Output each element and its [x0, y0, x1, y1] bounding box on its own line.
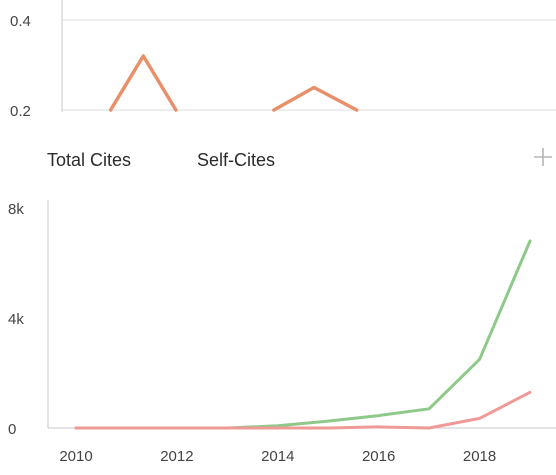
plus-icon[interactable] — [532, 146, 554, 168]
x-tick-labels: 2010 2012 2014 2016 2018 — [59, 448, 496, 465]
y-tick-label: 0.2 — [10, 103, 31, 120]
y-tick-label: 0.4 — [10, 13, 31, 30]
series-lines — [108, 54, 359, 112]
x-tick-label: 2016 — [362, 448, 395, 465]
x-tick-label: 2014 — [261, 448, 294, 465]
series-lines — [74, 239, 532, 430]
sjr-line-chart: 0.4 0.2 — [0, 0, 556, 124]
self-cites-line — [74, 390, 532, 430]
y-tick-labels: 8k 4k 0 — [8, 201, 24, 438]
y-tick-labels: 0.4 0.2 — [10, 13, 31, 120]
legend-total-cites[interactable]: Total Cites — [47, 150, 132, 170]
y-tick-label: 0 — [8, 421, 16, 438]
legend-self-cites[interactable]: Self-Cites — [197, 150, 276, 170]
x-tick-label: 2012 — [160, 448, 193, 465]
y-tick-label: 8k — [8, 201, 24, 218]
sjr-series-line — [272, 85, 359, 112]
clip-mask — [0, 112, 556, 124]
gridlines — [62, 19, 556, 111]
x-tick-label: 2018 — [463, 448, 496, 465]
citations-line-chart: 8k 4k 0 2010 2012 2014 2016 2018 — [8, 200, 556, 465]
y-tick-label: 4k — [8, 311, 24, 328]
total-cites-line — [74, 239, 532, 430]
sjr-series-line — [108, 54, 178, 112]
x-tick-label: 2010 — [59, 448, 92, 465]
